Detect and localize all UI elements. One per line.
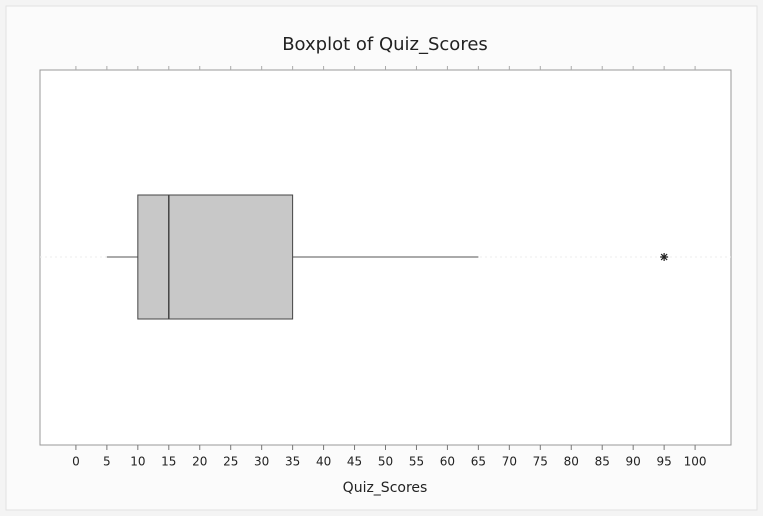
x-tick-label: 80 — [564, 455, 579, 469]
x-tick-label: 55 — [409, 455, 424, 469]
x-tick-label: 95 — [656, 455, 671, 469]
x-tick-label: 65 — [471, 455, 486, 469]
outlier — [660, 253, 669, 261]
chart-title: Boxplot of Quiz_Scores — [282, 34, 488, 55]
x-tick-label: 35 — [285, 455, 300, 469]
x-tick-label: 85 — [595, 455, 610, 469]
box — [137, 194, 294, 320]
x-tick-label: 5 — [103, 455, 111, 469]
x-tick-label: 0 — [72, 455, 80, 469]
x-tick-label: 10 — [130, 455, 145, 469]
x-tick-label: 15 — [161, 455, 176, 469]
x-tick-label: 25 — [223, 455, 238, 469]
x-tick-label: 70 — [502, 455, 517, 469]
x-axis-label: Quiz_Scores — [343, 480, 428, 496]
x-tick-label: 40 — [316, 455, 331, 469]
x-tick-label: 20 — [192, 455, 207, 469]
x-tick-label: 100 — [684, 455, 707, 469]
x-tick-label: 30 — [254, 455, 269, 469]
x-tick-label: 75 — [533, 455, 548, 469]
x-tick-label: 45 — [347, 455, 362, 469]
x-tick-label: 60 — [440, 455, 455, 469]
x-tick-label: 90 — [626, 455, 641, 469]
x-tick-label: 50 — [378, 455, 393, 469]
